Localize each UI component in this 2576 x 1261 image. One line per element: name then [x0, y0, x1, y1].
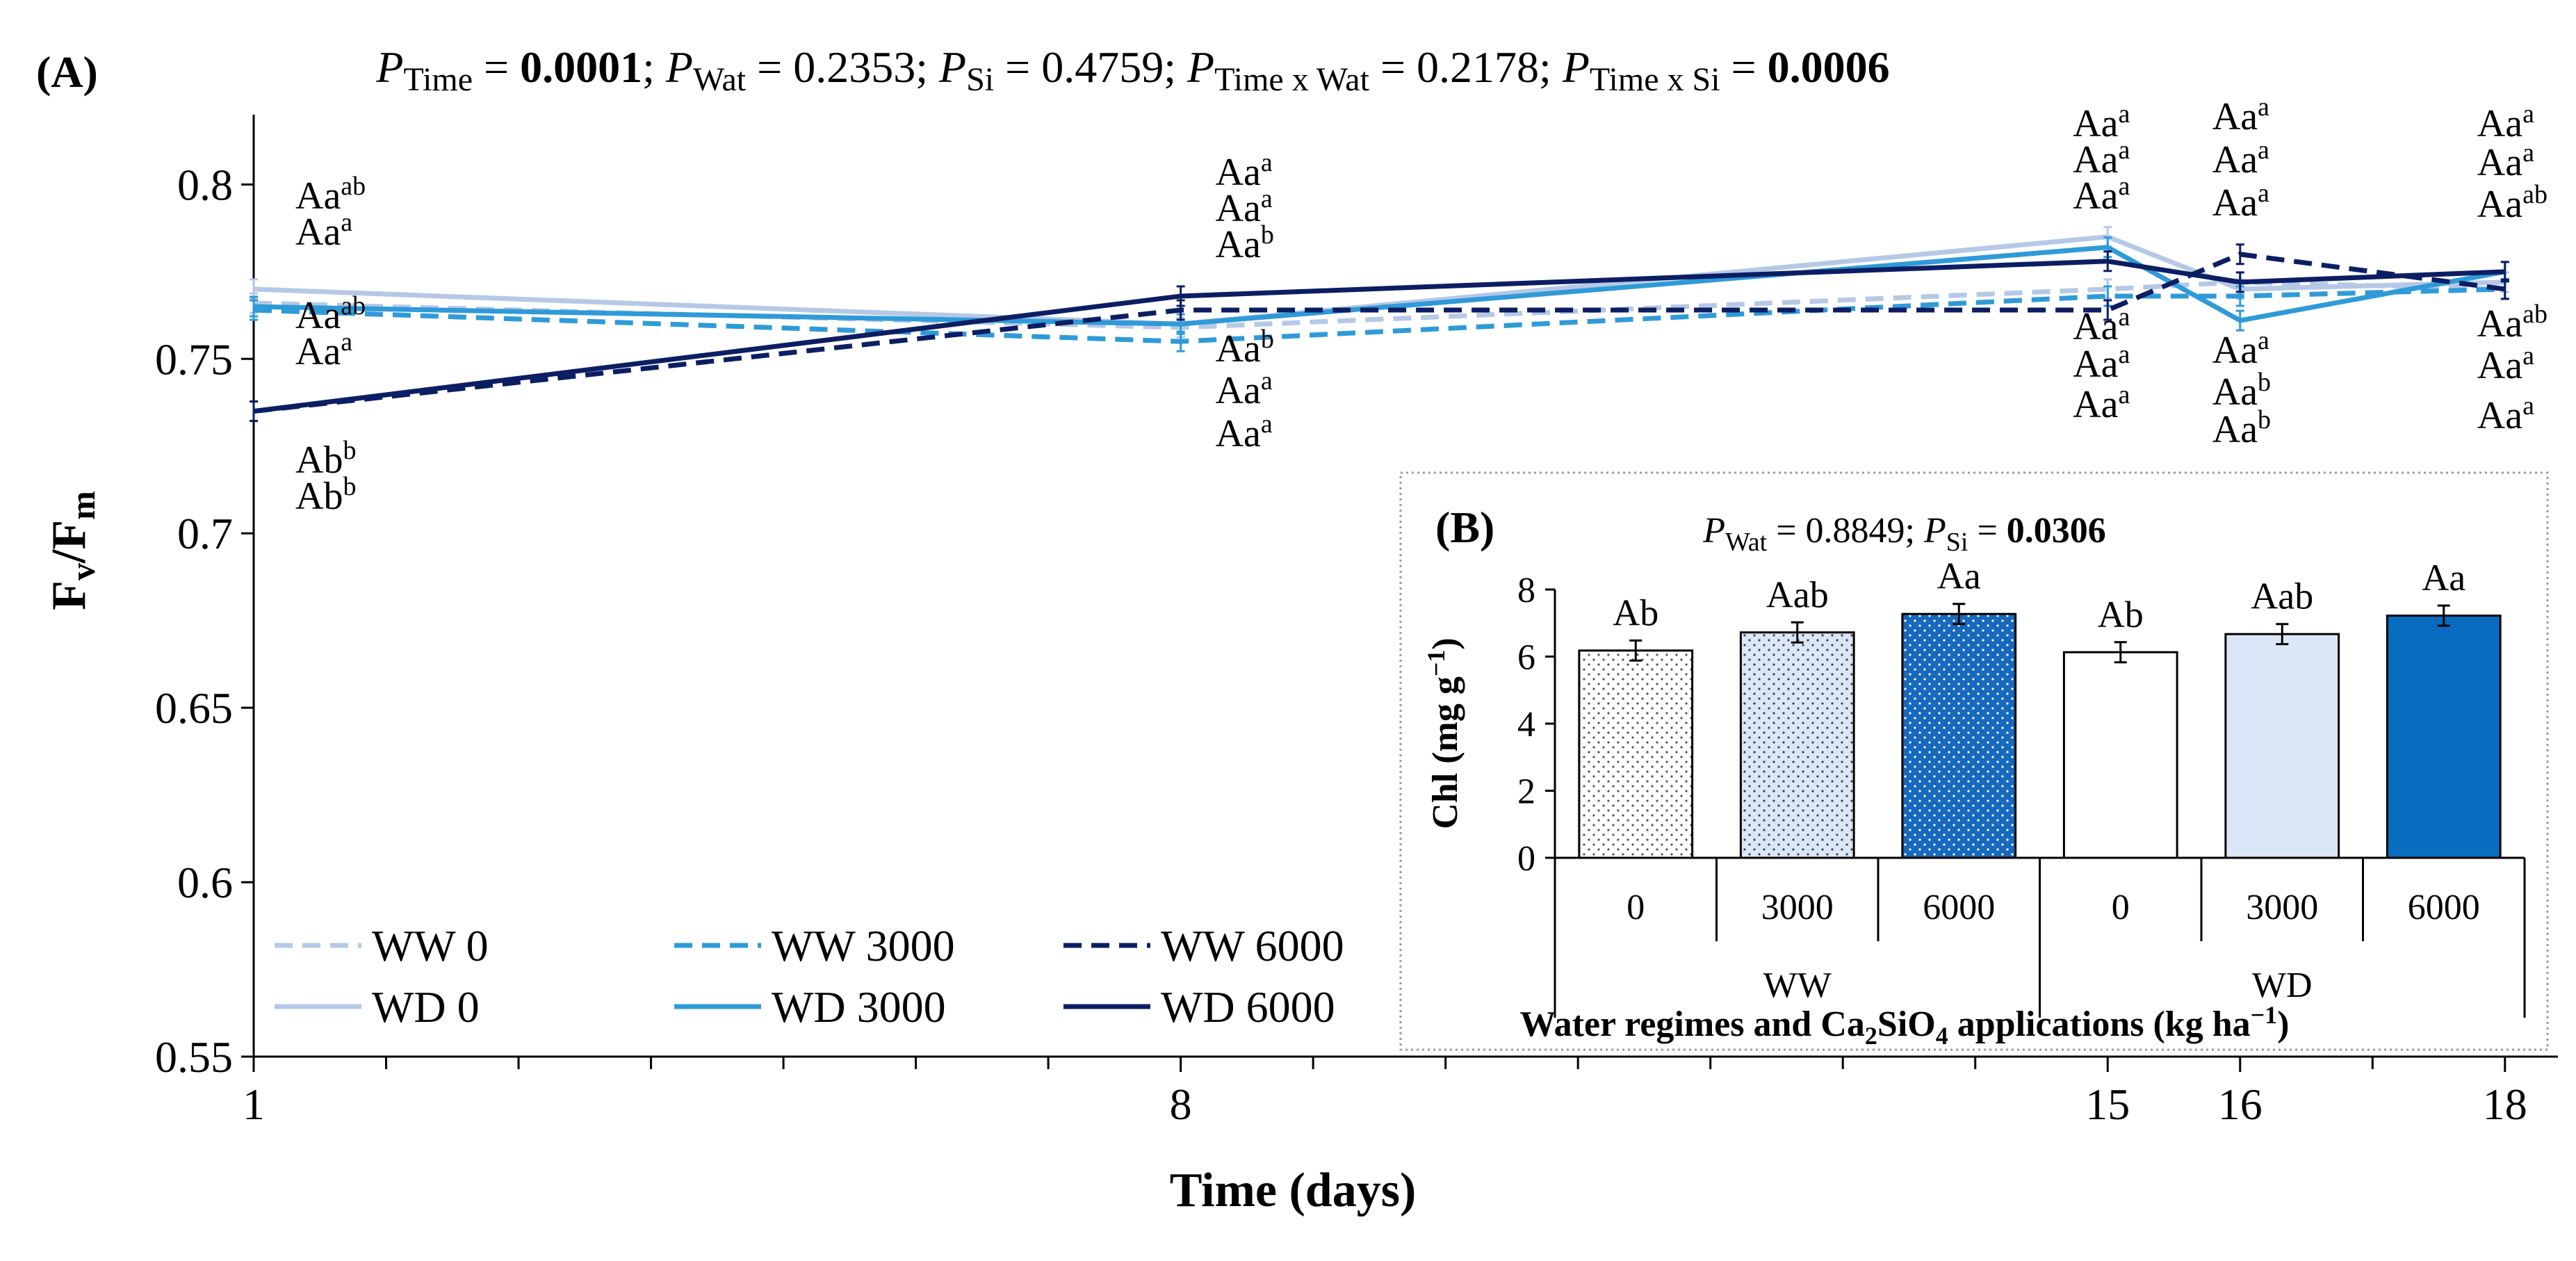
b-group-label: WW [1763, 966, 1832, 1005]
significance-label: Aab [2212, 368, 2271, 414]
significance-label: Aaa [295, 208, 352, 254]
significance-label: Aaa [2477, 391, 2534, 437]
legend-label: WW 6000 [1161, 921, 1344, 970]
x-tick-label: 1 [243, 1080, 265, 1129]
panel-a: (A) PTime = 0.0001; PWat = 0.2353; PSi =… [36, 42, 2558, 1217]
bar-significance-label: Aa [1937, 555, 1981, 597]
panel-a-series [250, 226, 2509, 423]
significance-label: Aaa [295, 327, 352, 373]
significance-label: Aaa [2073, 99, 2130, 145]
bar-significance-label: Ab [1613, 592, 1658, 633]
significance-label: Aaa [2477, 99, 2534, 145]
legend-label: WD 6000 [1161, 982, 1335, 1032]
b-category-label: 0 [1627, 888, 1645, 927]
significance-label: Aaa [2073, 172, 2130, 218]
bar-6000 [2386, 615, 2502, 859]
significance-label: Aaa [2212, 179, 2269, 225]
significance-label: Aaab [2477, 180, 2548, 226]
y-tick-label: 0.55 [155, 1032, 233, 1082]
significance-label: Aaab [295, 172, 366, 218]
y-tick-label: 0.6 [177, 858, 233, 907]
b-category-label: 6000 [2408, 888, 2480, 927]
y-tick-label: 0.8 [177, 160, 233, 209]
b-category-label: 6000 [1923, 888, 1995, 927]
panel-b-bars: Ab 0 Aab 3000 Aa 6000 Ab 0 Aab 3000 Aa 6000 [1578, 555, 2502, 927]
significance-label: Aaa [1216, 409, 1273, 455]
panel-b-title: PWat = 0.8849; PSi = 0.0306 [1702, 511, 2106, 557]
b-x-axis-title: Water regimes and Ca2SiO4 applications (… [1520, 1001, 2290, 1050]
legend-label: WD 0 [372, 982, 480, 1032]
b-group-label: WD [2252, 966, 2313, 1005]
significance-label: Aab [1216, 220, 1274, 266]
significance-label: Aaa [2073, 380, 2130, 426]
bar-0 [2062, 651, 2178, 859]
x-axis-title: Time (days) [1170, 1164, 1417, 1217]
legend-label: WW 0 [372, 921, 489, 970]
significance-label: Aaa [2212, 326, 2269, 372]
bar-0 [1578, 649, 1694, 859]
y-axis-title: Fv/Fm [42, 491, 102, 610]
y-tick-label: 0.7 [177, 509, 233, 558]
y-tick-label: 0.65 [155, 683, 233, 733]
significance-label: Aaa [1216, 148, 1273, 194]
significance-label: Abb [295, 472, 356, 518]
b-y-axis-title: Chl (mg g−1) [1422, 637, 1465, 829]
legend-label: WD 3000 [772, 982, 946, 1032]
significance-label: Aab [2212, 405, 2271, 451]
significance-label: Aaa [1216, 184, 1273, 230]
b-category-label: 3000 [2246, 888, 2318, 927]
significance-label: Aaab [2477, 300, 2548, 345]
b-y-tick-label: 6 [1517, 638, 1535, 678]
bar-significance-label: Aa [2422, 557, 2465, 599]
significance-label: Aaa [2212, 92, 2269, 138]
b-y-tick-label: 8 [1517, 571, 1535, 610]
significance-label: Aaa [2073, 136, 2130, 181]
significance-label: Aaab [295, 291, 366, 337]
bar-significance-label: Aab [2251, 576, 2313, 617]
x-tick-label: 8 [1170, 1080, 1192, 1129]
b-category-label: 3000 [1761, 888, 1834, 927]
panel-a-title: PTime = 0.0001; PWat = 0.2353; PSi = 0.4… [375, 42, 1889, 98]
b-y-tick-label: 4 [1517, 705, 1535, 745]
legend: WW 0 WW 3000 WW 6000 WD 0 WD 3000 WD 6000 [275, 921, 1344, 1032]
b-category-label: 0 [2112, 888, 2130, 927]
significance-label: Aaa [2477, 341, 2534, 387]
panel-b: (B) PWat = 0.8849; PSi = 0.0306 0 2 4 6 8 Chl… [1399, 471, 2549, 1051]
significance-label: Aaa [2073, 340, 2130, 386]
panel-a-annotations: AaabAaaAaabAaaAbbAbbAaaAaaAabAabAaaAaaAa… [295, 92, 2548, 518]
bar-3000 [2224, 633, 2340, 859]
significance-label: Aaa [2477, 138, 2534, 184]
b-y-tick-label: 2 [1517, 772, 1535, 812]
significance-label: Aab [1216, 325, 1274, 371]
significance-label: Abb [295, 436, 356, 482]
series-line-ww-3000 [253, 286, 2505, 344]
legend-label: WW 3000 [772, 921, 955, 970]
bar-significance-label: Ab [2098, 594, 2144, 635]
panel-b-label: (B) [1435, 503, 1494, 552]
significance-label: Aaa [2212, 136, 2269, 181]
significance-label: Aaa [1216, 366, 1273, 412]
bar-3000 [1739, 631, 1855, 859]
x-tick-label: 18 [2483, 1080, 2527, 1129]
panel-a-label: (A) [36, 47, 98, 97]
significance-label: Aaa [2073, 302, 2130, 348]
bar-significance-label: Aab [1766, 573, 1829, 615]
bar-6000 [1901, 612, 2017, 859]
x-tick-label: 16 [2218, 1080, 2263, 1129]
b-y-tick-label: 0 [1517, 839, 1535, 879]
x-tick-label: 15 [2085, 1080, 2130, 1129]
series-line-ww-6000 [253, 252, 2506, 414]
y-tick-label: 0.75 [155, 334, 233, 384]
